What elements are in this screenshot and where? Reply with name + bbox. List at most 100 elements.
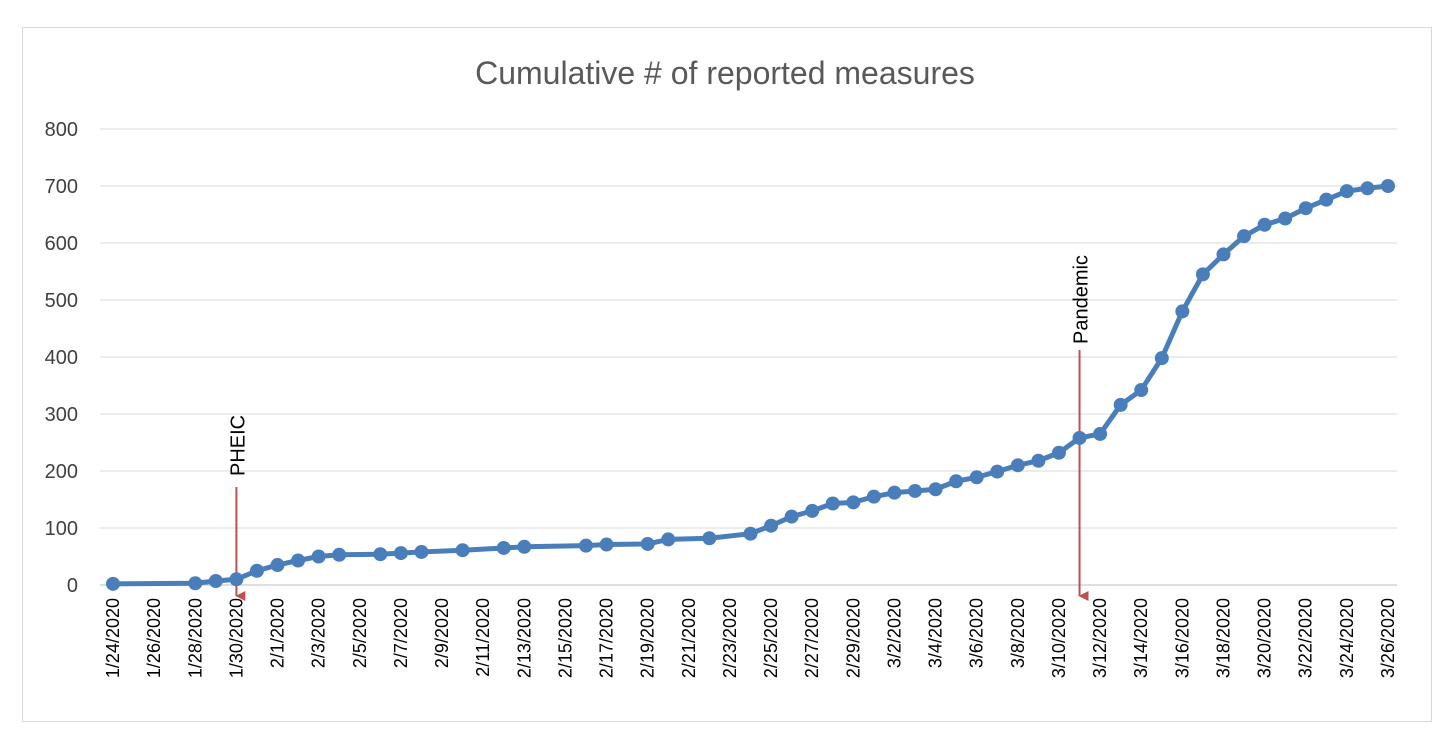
x-tick-label: 1/24/2020	[103, 598, 123, 678]
gridlines	[100, 128, 1397, 586]
x-tick-label: 2/19/2020	[638, 598, 658, 678]
x-tick-label: 2/5/2020	[350, 598, 370, 668]
data-point	[270, 558, 285, 573]
x-tick-label: 2/29/2020	[843, 598, 863, 678]
data-point	[578, 538, 593, 553]
data-point	[1175, 304, 1190, 319]
data-point	[373, 547, 388, 562]
chart-title: Cumulative # of reported measures	[475, 55, 975, 91]
data-point	[764, 518, 779, 533]
y-tick-label: 400	[45, 347, 78, 369]
x-tick-label: 2/7/2020	[391, 598, 411, 668]
data-point	[1113, 397, 1128, 412]
data-point	[990, 464, 1005, 479]
data-point	[1010, 458, 1025, 473]
y-axis-ticks: 0 100 200 300 400 500 600 700 800	[45, 119, 78, 597]
data-point	[887, 485, 902, 500]
annotation-label: Pandemic	[1071, 255, 1093, 344]
data-point	[1237, 229, 1252, 244]
data-point	[1257, 217, 1272, 232]
data-point	[928, 482, 943, 497]
x-tick-label: 3/14/2020	[1131, 598, 1151, 678]
data-point	[393, 546, 408, 561]
data-point	[208, 574, 223, 589]
y-tick-label: 500	[45, 290, 78, 312]
data-point	[1216, 247, 1231, 262]
data-point	[249, 563, 264, 578]
x-tick-label: 2/1/2020	[268, 598, 288, 668]
x-tick-label: 2/21/2020	[679, 598, 699, 678]
data-point	[1381, 179, 1395, 193]
x-tick-label: 3/2/2020	[884, 598, 904, 668]
x-tick-label: 3/10/2020	[1049, 598, 1069, 678]
y-tick-label: 700	[45, 176, 78, 198]
x-tick-label: 3/4/2020	[926, 598, 946, 668]
data-point	[805, 503, 820, 518]
data-point	[640, 536, 655, 551]
y-tick-label: 600	[45, 233, 78, 255]
y-tick-label: 300	[45, 404, 78, 426]
data-point	[1072, 430, 1087, 445]
annotation-label: PHEIC	[227, 415, 249, 476]
data-point	[311, 549, 326, 564]
data-point	[1154, 351, 1169, 366]
x-tick-label: 2/27/2020	[802, 598, 822, 678]
x-tick-label: 3/8/2020	[1008, 598, 1028, 668]
x-tick-label: 3/6/2020	[967, 598, 987, 668]
data-point	[661, 532, 676, 547]
series-group	[106, 179, 1395, 591]
x-tick-label: 3/16/2020	[1172, 598, 1192, 678]
data-point	[1195, 267, 1210, 282]
x-tick-label: 2/25/2020	[761, 598, 781, 678]
data-point	[1298, 201, 1313, 216]
data-point	[784, 509, 799, 524]
data-point	[1134, 383, 1149, 398]
x-tick-label: 2/17/2020	[597, 598, 617, 678]
data-point	[1278, 211, 1293, 226]
data-point	[702, 531, 717, 546]
series-line	[110, 183, 1391, 587]
data-point	[825, 496, 840, 511]
data-point	[743, 526, 758, 541]
data-point	[1319, 192, 1334, 207]
data-point	[1051, 445, 1066, 460]
x-tick-label: 3/24/2020	[1337, 598, 1357, 678]
y-tick-label: 100	[45, 518, 78, 540]
x-tick-label: 2/13/2020	[514, 598, 534, 678]
x-tick-label: 3/20/2020	[1255, 598, 1275, 678]
x-tick-label: 1/30/2020	[226, 598, 246, 678]
x-tick-label: 2/11/2020	[473, 598, 493, 677]
data-point	[1031, 453, 1046, 468]
annotations: PHEIC Pandemic	[227, 255, 1093, 601]
data-point	[846, 495, 861, 510]
data-point	[1360, 181, 1375, 196]
data-point	[949, 474, 964, 489]
x-tick-label: 2/3/2020	[309, 598, 329, 668]
data-point	[1339, 184, 1354, 199]
data-point	[599, 537, 614, 552]
x-tick-label: 2/23/2020	[720, 598, 740, 678]
data-point	[291, 553, 306, 568]
x-tick-label: 2/9/2020	[432, 598, 452, 668]
data-point	[188, 576, 203, 591]
data-point	[1093, 426, 1108, 441]
x-tick-label: 3/22/2020	[1296, 598, 1316, 678]
x-axis-ticks: 1/24/2020 1/26/2020 1/28/2020 1/30/2020 2/1/…	[103, 598, 1398, 678]
data-point	[969, 470, 984, 485]
data-point	[332, 547, 347, 562]
x-tick-label: 2/15/2020	[555, 598, 575, 678]
data-point	[229, 572, 244, 587]
y-tick-label: 200	[45, 461, 78, 483]
data-point	[496, 540, 511, 555]
y-tick-label: 800	[45, 119, 78, 141]
data-point	[455, 543, 470, 558]
x-tick-label: 3/12/2020	[1090, 598, 1110, 678]
x-tick-label: 3/18/2020	[1213, 598, 1233, 678]
chart-frame	[22, 27, 1432, 722]
data-point	[106, 576, 120, 591]
x-tick-label: 1/28/2020	[185, 598, 205, 678]
data-point	[908, 483, 923, 498]
data-point	[517, 539, 532, 554]
data-point	[866, 489, 881, 504]
